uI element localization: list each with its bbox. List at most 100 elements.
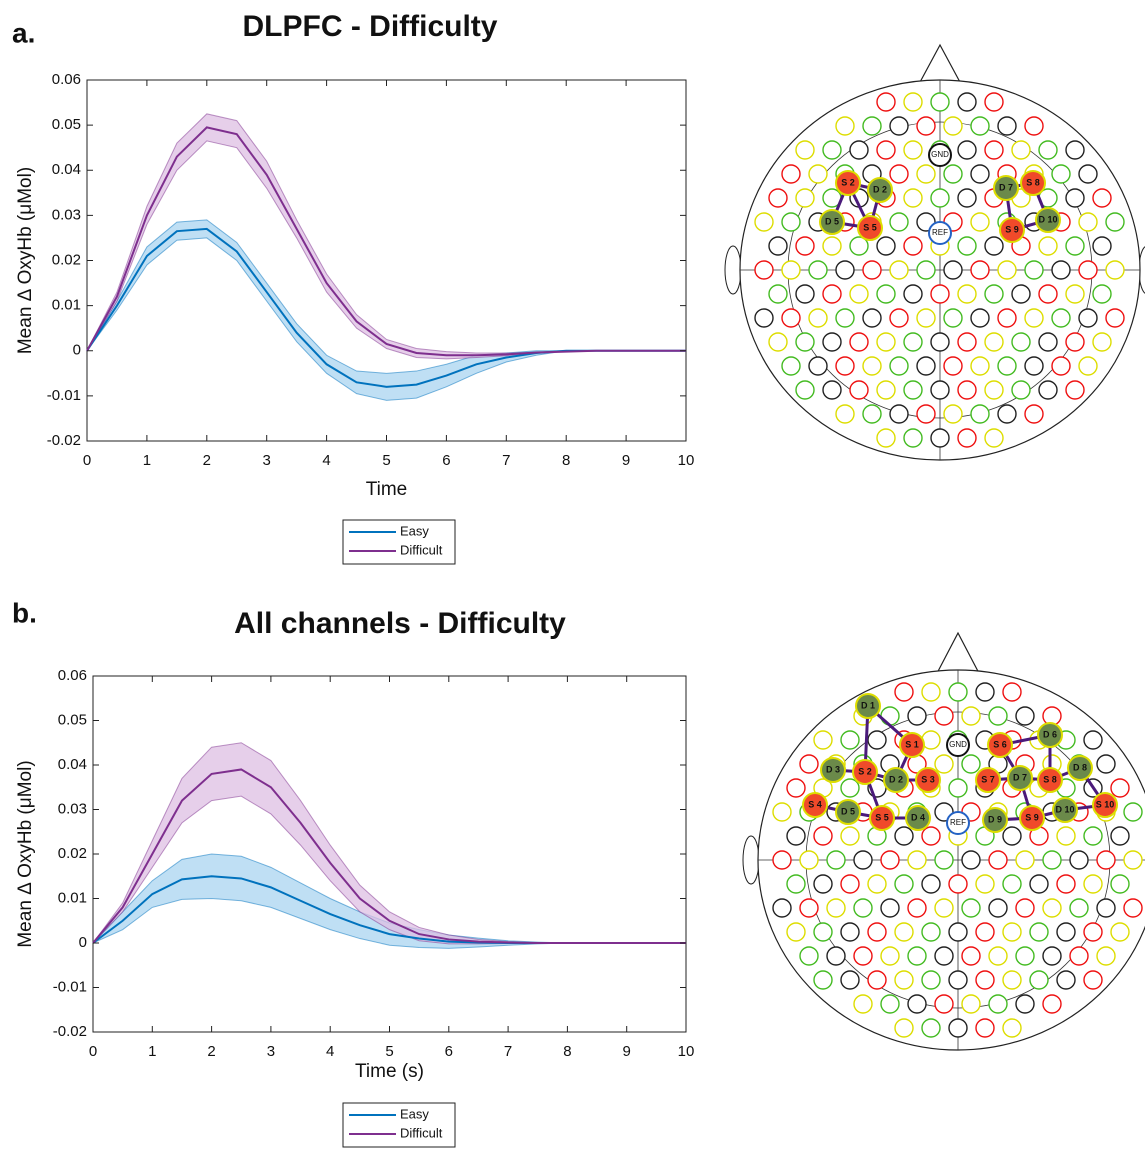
channel xyxy=(1083,970,1103,990)
channel xyxy=(957,92,977,112)
channel xyxy=(984,332,1004,352)
channel xyxy=(813,730,833,750)
channel xyxy=(1024,356,1044,376)
channel xyxy=(1078,164,1098,184)
channel xyxy=(984,140,1004,160)
x-tick-label: 2 xyxy=(203,452,211,469)
channel xyxy=(880,850,900,870)
optode xyxy=(835,799,861,825)
channel xyxy=(840,874,860,894)
channel xyxy=(876,92,896,112)
optode-label: S 2 xyxy=(858,766,872,776)
channel xyxy=(889,116,909,136)
optode xyxy=(1052,797,1078,823)
channel xyxy=(876,284,896,304)
channel xyxy=(988,994,1008,1014)
optode xyxy=(899,732,925,758)
channel xyxy=(880,994,900,1014)
channel xyxy=(781,212,801,232)
channel xyxy=(876,332,896,352)
error-band xyxy=(92,742,686,945)
y-tick-label: 0.06 xyxy=(58,667,87,684)
channel xyxy=(876,380,896,400)
optode-label: S 3 xyxy=(921,774,935,784)
channel xyxy=(1065,236,1085,256)
channel xyxy=(1002,826,1022,846)
reference xyxy=(946,733,970,757)
channel xyxy=(943,308,963,328)
channel xyxy=(840,922,860,942)
channel xyxy=(1105,212,1125,232)
channel xyxy=(961,898,981,918)
channel xyxy=(970,404,990,424)
channel xyxy=(795,284,815,304)
channel xyxy=(934,946,954,966)
channel xyxy=(1083,730,1103,750)
channel xyxy=(880,706,900,726)
channel xyxy=(916,404,936,424)
channel xyxy=(754,308,774,328)
error-band xyxy=(86,113,686,360)
y-tick-label: 0.04 xyxy=(58,756,87,773)
channel xyxy=(768,332,788,352)
channel xyxy=(1123,850,1143,870)
channel xyxy=(849,140,869,160)
optode xyxy=(982,807,1008,833)
channel xyxy=(930,188,950,208)
channel xyxy=(853,994,873,1014)
error-band xyxy=(86,219,686,401)
channel xyxy=(943,404,963,424)
channel xyxy=(943,116,963,136)
x-tick-label: 9 xyxy=(623,1043,631,1060)
legend-label: Easy xyxy=(400,1106,429,1121)
channel xyxy=(781,260,801,280)
channel xyxy=(786,826,806,846)
channel xyxy=(876,428,896,448)
channel xyxy=(930,380,950,400)
legend-label: Difficult xyxy=(400,1125,443,1140)
optode-label: D 8 xyxy=(1073,762,1087,772)
x-tick-label: 4 xyxy=(322,452,330,469)
channel xyxy=(903,284,923,304)
optode-label: D 9 xyxy=(988,814,1002,824)
x-tick-label: 5 xyxy=(385,1043,393,1060)
channel xyxy=(1051,164,1071,184)
optode-label: D 3 xyxy=(826,764,840,774)
channel xyxy=(795,236,815,256)
optode xyxy=(1037,767,1063,793)
channel xyxy=(894,970,914,990)
optode-label: D 7 xyxy=(1013,772,1027,782)
channel xyxy=(1056,826,1076,846)
channel xyxy=(930,284,950,304)
channel xyxy=(822,284,842,304)
channel xyxy=(862,116,882,136)
channel xyxy=(786,778,806,798)
channel xyxy=(1002,874,1022,894)
channel xyxy=(835,260,855,280)
channel xyxy=(984,236,1004,256)
channel xyxy=(957,332,977,352)
x-tick-label: 3 xyxy=(263,452,271,469)
channel xyxy=(957,140,977,160)
reference xyxy=(928,143,952,167)
channel xyxy=(1029,922,1049,942)
channel xyxy=(1015,706,1035,726)
channel xyxy=(975,682,995,702)
ear xyxy=(742,835,760,885)
channel xyxy=(894,826,914,846)
chart-title: All channels - Difficulty xyxy=(234,607,566,640)
x-tick-label: 4 xyxy=(326,1043,334,1060)
channel xyxy=(795,140,815,160)
y-axis-label: Mean Δ OxyHb (μMol) xyxy=(15,760,36,947)
channel xyxy=(1002,970,1022,990)
y-tick-label: 0.01 xyxy=(58,889,87,906)
channel xyxy=(1105,260,1125,280)
channel xyxy=(894,1018,914,1038)
optode-label: S 1 xyxy=(905,739,919,749)
x-tick-label: 9 xyxy=(622,452,630,469)
optode xyxy=(1035,207,1061,233)
channel xyxy=(808,308,828,328)
channel xyxy=(813,826,833,846)
channel xyxy=(862,308,882,328)
channel xyxy=(961,706,981,726)
